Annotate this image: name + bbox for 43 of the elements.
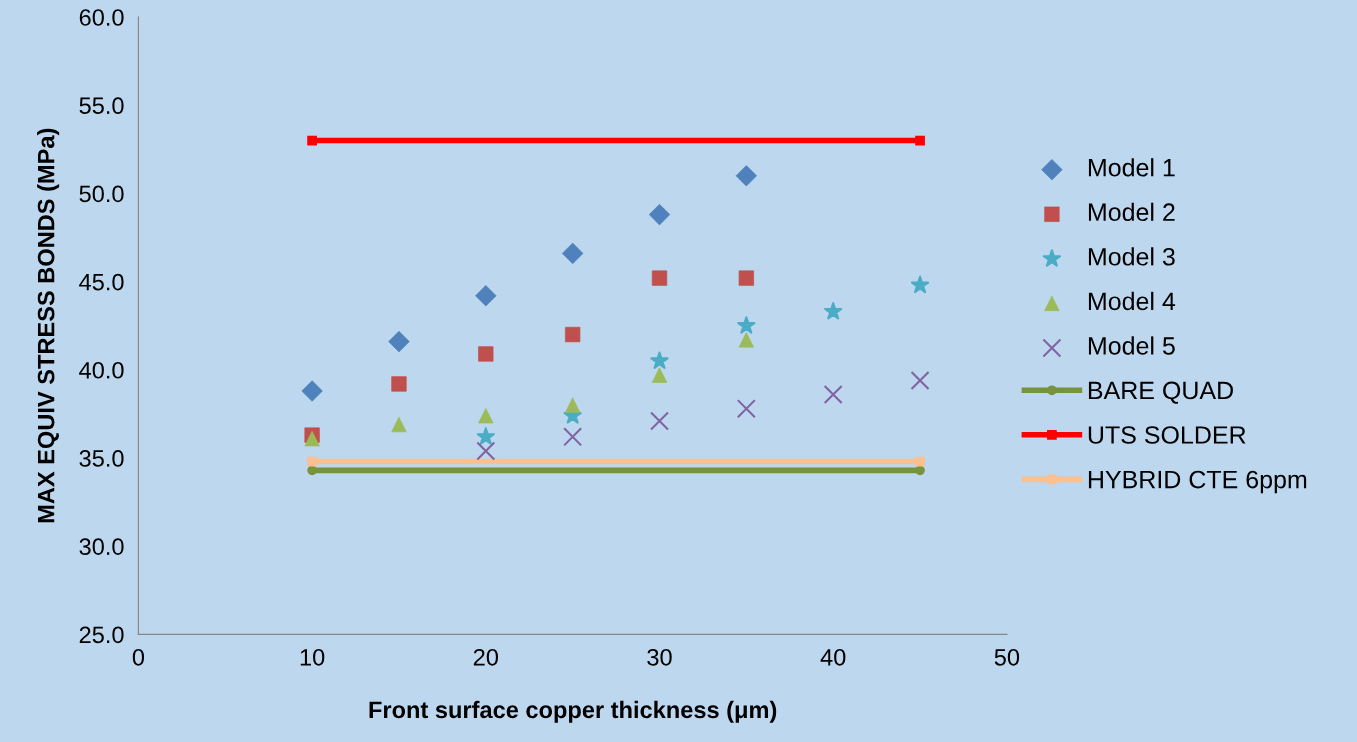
legend-label: Model 3 [1088, 247, 1175, 266]
x-tick-label: 50 [994, 648, 1020, 666]
point [563, 427, 583, 447]
point [650, 351, 669, 369]
point [823, 384, 843, 405]
point [915, 456, 925, 467]
y-axis-title: MAX EQUIV STRESS BONDS (MPa) [37, 128, 60, 523]
y-tick-label: 35.0 [79, 450, 124, 467]
y-tick-label: 60.0 [79, 9, 124, 26]
legend-label: UTS SOLDER [1088, 426, 1246, 444]
point [735, 165, 757, 187]
y-tick-label: 25.0 [79, 626, 124, 644]
legend-label: Model 2 [1088, 202, 1175, 222]
legend-label: HYBRID CTE 6ppm [1088, 470, 1307, 494]
point [476, 441, 496, 461]
legend-label: Model 5 [1088, 336, 1175, 355]
legend-label: Model 1 [1088, 158, 1175, 177]
y-tick-label: 55.0 [79, 97, 124, 115]
y-tick-label: 40.0 [79, 361, 124, 379]
y-tick-label: 50.0 [79, 185, 124, 203]
point [910, 370, 930, 390]
y-tick-label: 45.0 [79, 273, 124, 291]
point [649, 411, 670, 431]
x-tick-label: 10 [300, 648, 325, 666]
point [307, 456, 317, 467]
point [736, 399, 756, 419]
x-tick-label: 0 [132, 648, 145, 666]
point [915, 465, 925, 476]
point [910, 275, 930, 294]
point [307, 135, 317, 146]
point [476, 427, 495, 445]
point [824, 302, 843, 320]
x-axis-title: Front surface copper thickness (μm) [369, 700, 777, 723]
x-tick-label: 20 [473, 648, 499, 666]
legend-label: Model 4 [1088, 291, 1176, 311]
x-tick-label: 30 [647, 648, 672, 666]
point [301, 380, 323, 402]
x-tick-label: 40 [820, 648, 846, 666]
legend-label: BARE QUAD [1088, 381, 1233, 404]
point [915, 135, 925, 146]
y-tick-label: 30.0 [79, 538, 124, 556]
point [307, 465, 317, 476]
point [737, 316, 756, 334]
